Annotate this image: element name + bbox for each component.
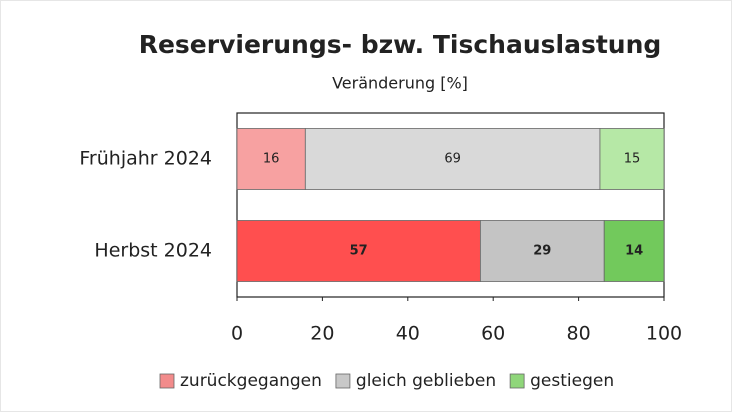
bar-segment — [479, 220, 605, 282]
value-label: 29 — [533, 244, 551, 259]
x-tick-label: 100 — [646, 323, 682, 345]
plot-frame — [236, 112, 665, 298]
legend-label: zurückgegangen — [180, 371, 322, 391]
bar-segment — [236, 220, 481, 282]
x-tick-label: 80 — [567, 323, 591, 345]
x-tick-label: 40 — [396, 323, 420, 345]
legend-swatch — [509, 373, 525, 389]
bar-segment — [603, 220, 665, 282]
legend-label: gleich geblieben — [356, 371, 496, 391]
bar-segment — [236, 128, 306, 190]
x-tick-label: 20 — [310, 323, 334, 345]
chart-title: Reservierungs- bzw. Tischauslastung — [139, 30, 662, 59]
y-tick-label: Herbst 2024 — [94, 240, 212, 262]
y-tick-label: Frühjahr 2024 — [79, 148, 212, 170]
legend-swatch — [159, 373, 175, 389]
value-label: 14 — [625, 244, 643, 259]
value-label: 69 — [444, 152, 461, 167]
x-tick-label: 60 — [481, 323, 505, 345]
value-label: 15 — [624, 152, 641, 167]
legend-swatch — [335, 373, 351, 389]
chart-subtitle: Veränderung [%] — [332, 74, 468, 93]
bar-segment — [599, 128, 665, 190]
value-label: 16 — [263, 152, 280, 167]
bar-segment — [304, 128, 601, 190]
value-label: 57 — [350, 244, 368, 259]
x-tick-label: 0 — [231, 323, 243, 345]
legend-label: gestiegen — [530, 371, 614, 391]
